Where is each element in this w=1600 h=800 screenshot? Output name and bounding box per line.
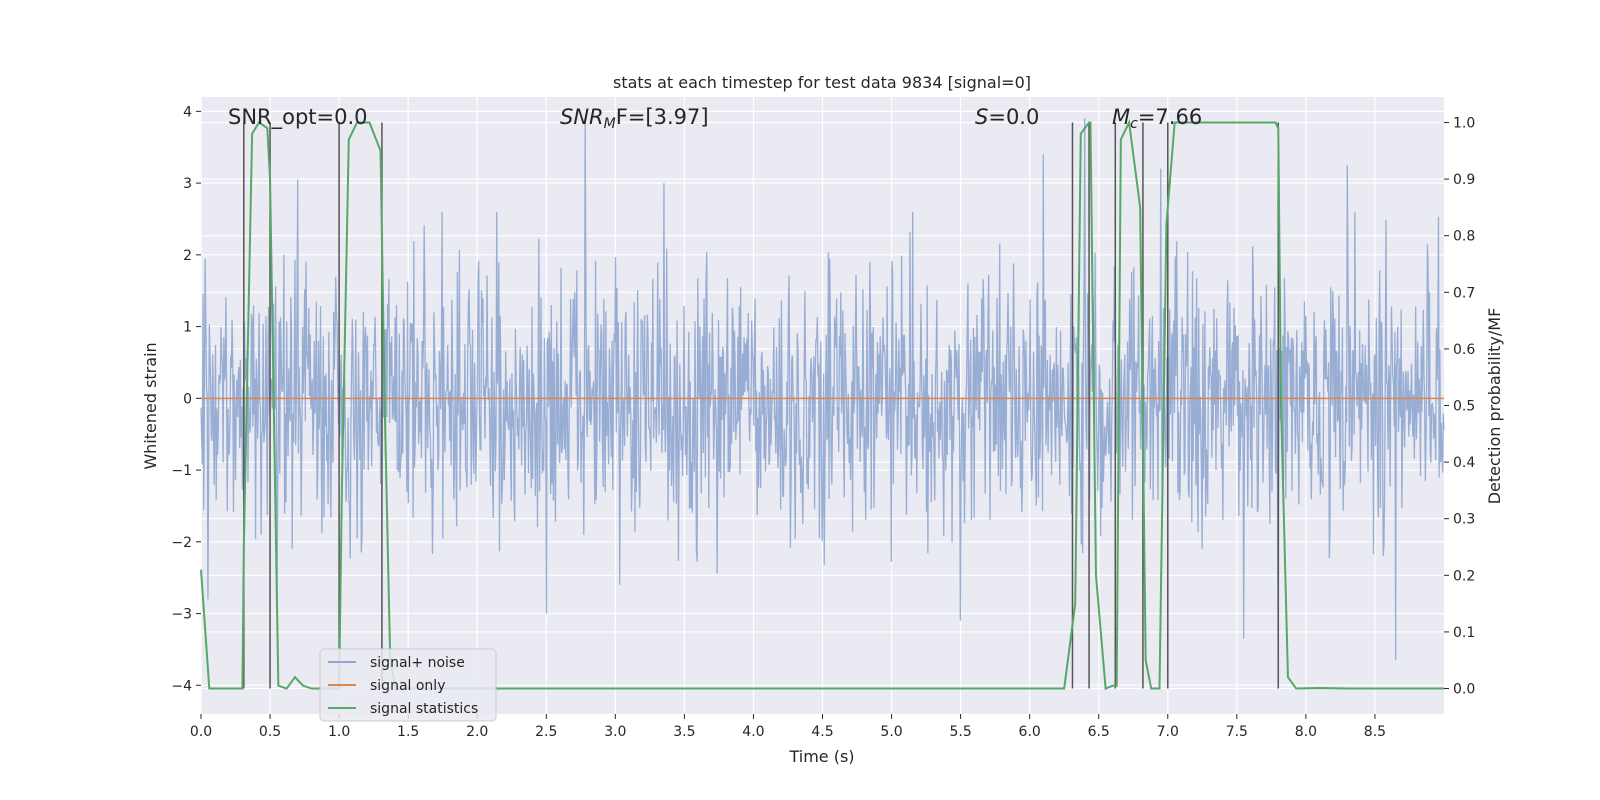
annotation-mc: Mc=7.66: [1112, 105, 1202, 132]
x-tick-label: 2.5: [535, 724, 557, 740]
legend-box: [319, 648, 497, 722]
y-axis-right-label: Detection probability/MF: [1485, 308, 1504, 505]
y-tick-label-left: −1: [171, 463, 192, 479]
legend-label-signal: signal only: [370, 678, 445, 694]
y-tick-label-right: 0.3: [1453, 512, 1475, 528]
x-tick-label: 4.0: [742, 724, 764, 740]
x-tick-label: 8.0: [1295, 724, 1317, 740]
y-axis-left-label: Whitened strain: [141, 342, 160, 469]
legend-label-statistics: signal statistics: [370, 701, 478, 717]
x-axis-label: Time (s): [788, 747, 854, 766]
y-tick-label-right: 1.0: [1453, 115, 1475, 131]
x-tick-label: 6.5: [1088, 724, 1110, 740]
y-tick-label-right: 0.8: [1453, 229, 1475, 245]
y-tick-label-right: 0.1: [1453, 625, 1475, 641]
x-tick-label: 5.5: [949, 724, 971, 740]
x-tick-label: 7.5: [1226, 724, 1248, 740]
y-tick-label-left: 4: [183, 104, 192, 120]
x-tick-label: 1.5: [397, 724, 419, 740]
annotation-s-symbol: S: [975, 105, 988, 129]
y-tick-label-left: −4: [171, 678, 192, 694]
annotation-snr-opt: SNR_opt=0.0: [228, 105, 368, 130]
y-tick-label-left: 1: [183, 320, 192, 336]
legend: signal+ noise signal only signal statist…: [319, 648, 497, 722]
signal-noise-series: [200, 118, 1445, 661]
y-tick-label-right: 0.0: [1453, 682, 1475, 698]
annotation-snr-mf-base: SNR: [560, 105, 604, 129]
y-tick-label-left: 3: [183, 176, 192, 192]
x-tick-label: 0.5: [259, 724, 281, 740]
x-tick-label: 4.5: [811, 724, 833, 740]
y-axis-left-ticks: 4 3 2 1 0 −1 −2 −3 −4: [171, 104, 201, 694]
annotation-mc-sub: c: [1130, 116, 1138, 132]
y-tick-label-left: −3: [171, 607, 192, 623]
x-tick-label: 3.5: [673, 724, 695, 740]
x-tick-label: 5.0: [880, 724, 902, 740]
y-tick-label-right: 0.9: [1453, 172, 1475, 188]
y-tick-label-right: 0.7: [1453, 285, 1475, 301]
annotation-s: S=0.0: [975, 105, 1039, 129]
x-tick-label: 8.5: [1364, 724, 1386, 740]
noise-line: [200, 118, 1445, 661]
x-tick-label: 0.0: [190, 724, 212, 740]
signal-statistics-series: [200, 119, 1444, 690]
legend-label-noise: signal+ noise: [370, 655, 465, 671]
annotation-snr-mf: SNRMF=[3.97]: [560, 105, 709, 132]
y-tick-label-left: 0: [183, 391, 192, 407]
statistics-line: [200, 119, 1444, 690]
annotation-snr-mf-rest: F=[3.97]: [616, 105, 709, 129]
y-tick-label-right: 0.5: [1453, 399, 1475, 415]
y-tick-label-right: 0.2: [1453, 568, 1475, 584]
y-axis-right-ticks: 1.0 0.9 0.8 0.7 0.6 0.5 0.4 0.3 0.2 0.1 0.0: [1444, 115, 1475, 698]
annotation-s-rest: =0.0: [988, 105, 1039, 129]
y-tick-label-left: 2: [183, 248, 192, 264]
x-axis-ticks: 0.0 0.5 1.0 1.5 2.0 2.5 3.0 3.5 4.0 4.5 5.0 5.5 6.0 6…: [190, 714, 1386, 740]
x-tick-label: 2.0: [466, 724, 488, 740]
chart-title: stats at each timestep for test data 983…: [613, 73, 1031, 92]
x-tick-label: 6.0: [1019, 724, 1041, 740]
y-tick-label-right: 0.6: [1453, 342, 1475, 358]
y-tick-label-right: 0.4: [1453, 455, 1475, 471]
annotation-mc-symbol: M: [1112, 105, 1130, 129]
x-tick-label: 7.0: [1157, 724, 1179, 740]
x-tick-label: 3.0: [604, 724, 626, 740]
annotation-snr-mf-sub: M: [604, 116, 616, 132]
x-tick-label: 1.0: [328, 724, 350, 740]
annotation-mc-rest: =7.66: [1138, 105, 1202, 129]
y-tick-label-left: −2: [171, 535, 192, 551]
